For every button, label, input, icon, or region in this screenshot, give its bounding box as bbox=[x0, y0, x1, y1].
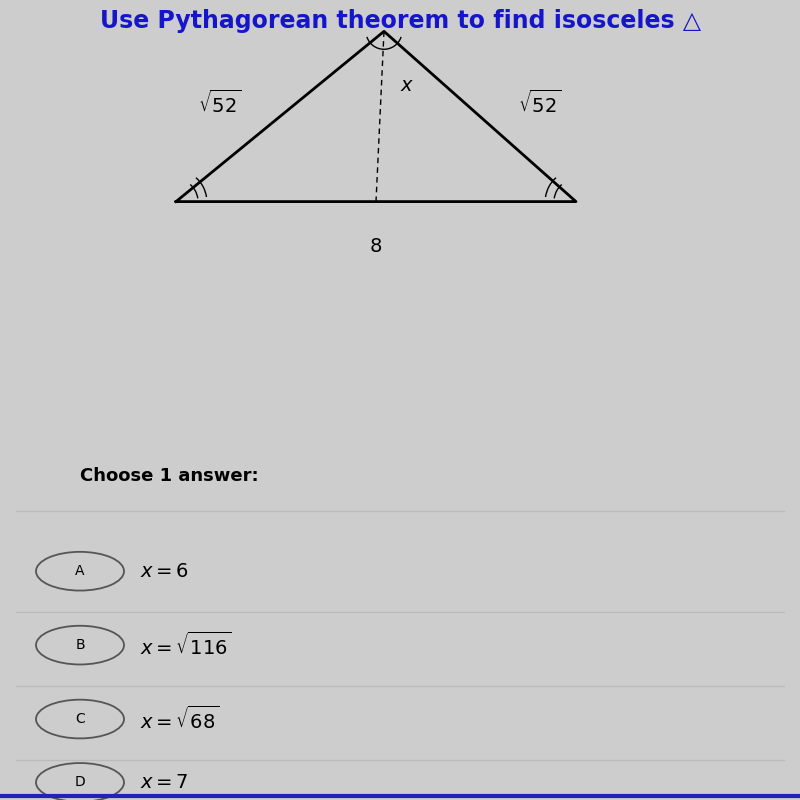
Text: $x = 6$: $x = 6$ bbox=[140, 562, 189, 581]
Text: C: C bbox=[75, 712, 85, 726]
Text: Use Pythagorean theorem to find isosceles △: Use Pythagorean theorem to find isoscele… bbox=[99, 9, 701, 33]
Text: Choose 1 answer:: Choose 1 answer: bbox=[80, 467, 258, 485]
Text: $x = 7$: $x = 7$ bbox=[140, 773, 189, 792]
Text: 8: 8 bbox=[370, 237, 382, 256]
Text: $x = \sqrt{116}$: $x = \sqrt{116}$ bbox=[140, 631, 231, 658]
Text: $\sqrt{52}$: $\sqrt{52}$ bbox=[198, 90, 242, 117]
Text: A: A bbox=[75, 564, 85, 578]
Text: $x = \sqrt{68}$: $x = \sqrt{68}$ bbox=[140, 706, 219, 733]
Text: $\sqrt{52}$: $\sqrt{52}$ bbox=[518, 90, 562, 117]
Text: D: D bbox=[74, 775, 86, 790]
Text: B: B bbox=[75, 638, 85, 652]
Text: $x$: $x$ bbox=[400, 76, 414, 94]
